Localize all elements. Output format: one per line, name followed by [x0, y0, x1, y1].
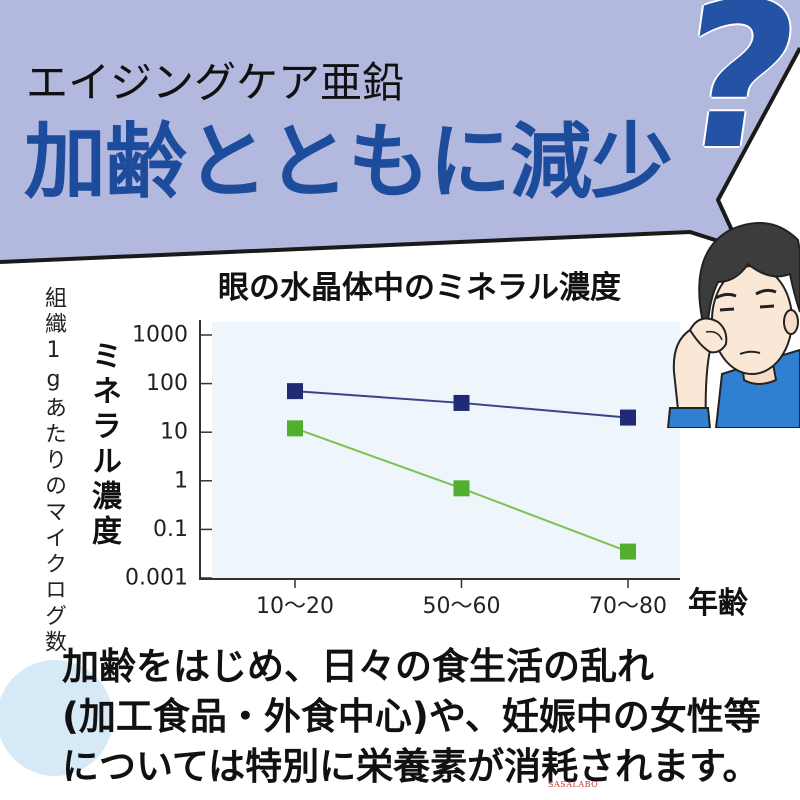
banner-headline: 加齢とともに減少 [24, 115, 673, 210]
decorative-circle [0, 660, 113, 776]
person-mouth [739, 350, 761, 355]
x-tick-label: 10〜20 [256, 594, 334, 619]
person-ear [783, 309, 799, 335]
y-tick-label: 1 [174, 468, 188, 493]
series-2-marker [620, 543, 636, 560]
series-2-marker [453, 480, 470, 497]
person-hair [698, 222, 800, 324]
x-tick-label: 70〜80 [589, 594, 667, 619]
series-1-marker [287, 383, 303, 400]
worried-person-illustration [666, 222, 800, 428]
body-text: 加齢をはじめ、日々の食生活の乱れ (加工食品・外食中心)や、妊娠中の女性等 につ… [62, 642, 800, 792]
person-hand [688, 317, 728, 354]
banner-shape [0, 0, 800, 262]
person-left-eyebrow [715, 292, 737, 300]
series-1-marker [620, 409, 636, 426]
person-left-eye [719, 307, 735, 312]
chart-xlabel: 年齢 [688, 586, 748, 621]
y-tick-label: 0.1 [153, 517, 188, 542]
y-tick-label: 1000 [132, 323, 188, 348]
body-text-line: については特別に栄養素が消耗されます。 [62, 745, 760, 788]
person-right-eyebrow [755, 288, 777, 296]
person-sleeve [666, 407, 712, 428]
body-text-line: 加齢をはじめ、日々の食生活の乱れ [62, 645, 654, 688]
series-1-marker [453, 394, 470, 411]
plot-background [212, 322, 680, 578]
chart-ylabel-note: 組織1gあたりのマイクログ数 [41, 286, 66, 656]
banner-subtitle: エイジングケア亜鉛 [26, 58, 405, 107]
mineral-concentration-chart: 1000 100 10 1 0.1 0.001 10〜20 50〜60 70〜80 [125, 320, 680, 619]
person-finger [705, 330, 723, 341]
series-2-marker [287, 420, 303, 437]
y-tick-label: 0.001 [125, 566, 188, 591]
y-tick-label: 10 [160, 420, 188, 445]
watermark-logo: SASALABO [548, 780, 599, 789]
chart-title: 眼の水晶体中のミネラル濃度 [218, 270, 621, 306]
chart-ylabel: ミネラル濃度 [86, 340, 121, 550]
person-right-eye [759, 304, 775, 309]
body-text-line: (加工食品・外食中心)や、妊娠中の女性等 [62, 695, 761, 738]
x-tick-label: 50〜60 [423, 594, 501, 619]
y-tick-label: 100 [146, 371, 188, 396]
